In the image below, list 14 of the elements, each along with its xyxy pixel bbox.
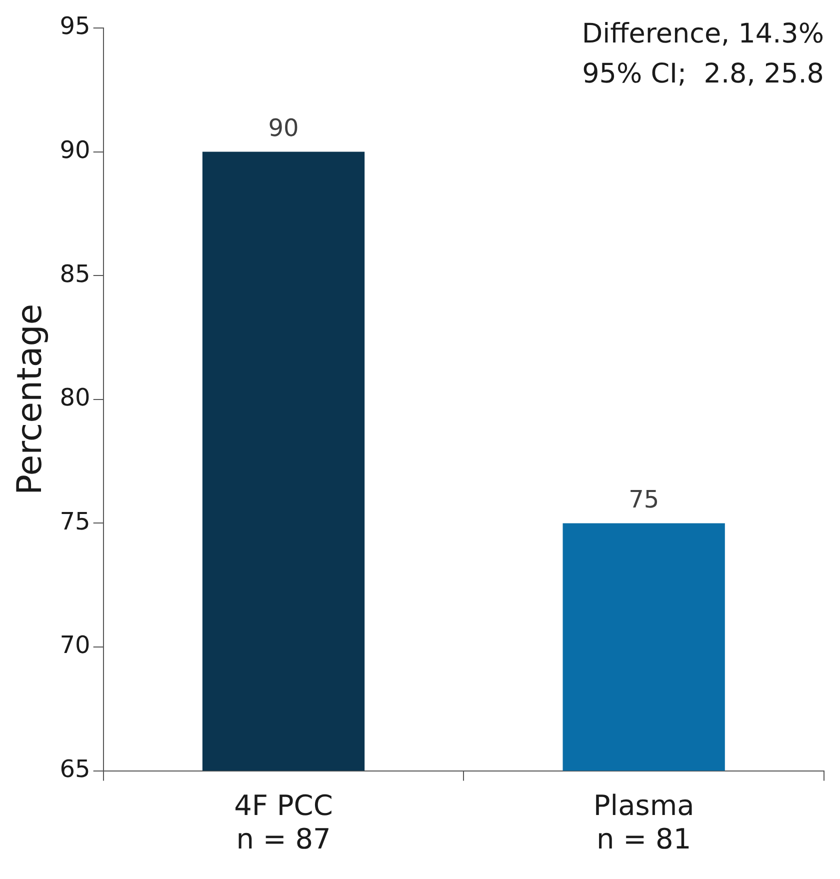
y-tick-label: 70 <box>60 631 90 660</box>
x-tick-label: Plasma n = 81 <box>593 788 694 856</box>
y-tick-label: 85 <box>60 260 90 288</box>
annotation: 95% CI; 2.8, 25.8 <box>582 58 824 90</box>
y-tick-label: 75 <box>60 507 90 536</box>
x-tick-label: 4F PCC n = 87 <box>234 788 333 856</box>
data-label: 90 <box>268 114 299 142</box>
y-tick-label: 65 <box>60 755 90 784</box>
y-tick-label: 90 <box>60 136 90 164</box>
annotation: Difference, 14.3% <box>582 18 824 50</box>
y-tick-label: 80 <box>60 384 90 412</box>
y-axis-title: Percentage <box>10 304 50 496</box>
data-label: 75 <box>628 485 660 514</box>
y-tick-label: 95 <box>60 12 90 40</box>
